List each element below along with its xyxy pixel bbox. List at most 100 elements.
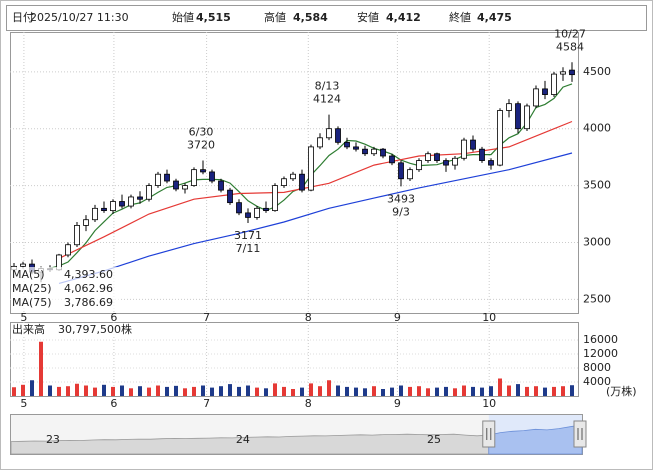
volume-bar	[417, 386, 421, 396]
candle-body	[533, 88, 539, 107]
candle-body	[137, 196, 143, 200]
volume-bar	[282, 386, 286, 396]
volume-bar	[192, 386, 196, 396]
volume-bar	[345, 386, 349, 396]
volume-bar	[363, 388, 367, 396]
volume-bar	[561, 386, 565, 396]
navigator-handle[interactable]	[482, 420, 496, 448]
candle-body	[191, 169, 197, 186]
x-tick-label: 6	[110, 311, 117, 324]
candle-body	[308, 146, 314, 191]
volume-bar	[426, 388, 430, 396]
volume-bar	[120, 385, 124, 396]
candle-body	[398, 162, 404, 180]
volume-bar	[201, 385, 205, 396]
volume-bar	[255, 387, 259, 396]
candle-body	[92, 207, 98, 221]
candle-body	[299, 173, 305, 191]
annotation-date: 8/13	[315, 80, 340, 93]
navigator-tick-label: 25	[427, 433, 441, 446]
x-tick-label: 9	[394, 397, 401, 410]
annotation-value: 3493	[387, 192, 415, 205]
candle-body	[182, 185, 188, 190]
volume-label: 出来高	[12, 322, 45, 336]
candle-body	[245, 212, 251, 218]
candle-body	[434, 153, 440, 161]
volume-panel	[10, 322, 579, 397]
volume-bar	[507, 385, 511, 396]
annotation-value: 4584	[556, 40, 584, 53]
annotation-date: 9/3	[392, 205, 410, 218]
annotation-value: 3720	[187, 139, 215, 152]
volume-bar	[147, 387, 151, 396]
y-tick-label: 12000	[583, 347, 618, 360]
candle-body	[515, 103, 521, 130]
volume-bar	[111, 386, 115, 396]
candle-body	[236, 202, 242, 214]
candle-body	[20, 263, 26, 267]
x-tick-label: 8	[305, 397, 312, 410]
volume-label-box	[11, 323, 139, 336]
volume-bar	[390, 387, 394, 396]
volume-bar	[480, 387, 484, 396]
volume-bar	[84, 385, 88, 396]
candle-body	[551, 73, 557, 95]
volume-bar	[129, 388, 133, 396]
candle-body	[281, 178, 287, 186]
candle-body	[155, 173, 161, 186]
candle-body	[263, 207, 269, 212]
volume-bar	[354, 387, 358, 396]
volume-bar	[570, 385, 574, 396]
volume-bar	[156, 385, 160, 396]
annotation-date: 7/11	[236, 242, 261, 255]
field-label: 高値	[264, 10, 286, 24]
y-tick-label: 16000	[583, 333, 618, 346]
candle-body	[389, 155, 395, 164]
x-tick-label: 10	[482, 311, 496, 324]
legend-value: 3,786.69	[64, 296, 113, 309]
y-tick-label: 4000	[583, 122, 611, 135]
volume-bar	[399, 385, 403, 396]
navigator-handle[interactable]	[573, 420, 587, 448]
legend-box	[11, 267, 119, 310]
volume-bar	[183, 388, 187, 396]
legend-value: 4,062.96	[64, 282, 113, 295]
x-tick-label: 8	[305, 311, 312, 324]
volume-bar	[273, 383, 277, 396]
volume-bar	[552, 386, 556, 396]
volume-bar	[489, 386, 493, 396]
volume-bar	[516, 384, 520, 396]
candle-body	[335, 128, 341, 143]
y-tick-label: 4000	[583, 375, 611, 388]
volume-bar	[408, 386, 412, 396]
volume-bar	[300, 387, 304, 396]
field-label: 安値	[357, 10, 379, 24]
candle-body	[344, 141, 350, 148]
volume-bar	[435, 387, 439, 396]
y-tick-label: 4500	[583, 65, 611, 78]
candle-body	[254, 207, 260, 218]
candle-body	[461, 139, 467, 159]
candle-body	[110, 201, 116, 212]
candle-body	[524, 105, 530, 130]
volume-bar	[246, 385, 250, 396]
y-tick-label: 3000	[583, 235, 611, 248]
volume-bar	[309, 383, 313, 396]
candle-body	[362, 148, 368, 155]
field-label: 日付	[12, 11, 34, 24]
candle-body	[569, 69, 575, 76]
candle-body	[119, 201, 125, 207]
legend-name: MA(75)	[12, 296, 52, 309]
x-tick-label: 9	[394, 311, 401, 324]
annotation-value: 3171	[234, 229, 262, 242]
y-tick-label: 2500	[583, 292, 611, 305]
volume-bar	[264, 388, 268, 396]
annotation-date: 10/27	[554, 27, 586, 40]
x-tick-label: 7	[203, 397, 210, 410]
volume-bar	[336, 385, 340, 396]
volume-bar	[30, 380, 34, 396]
volume-bar	[543, 387, 547, 396]
volume-bar	[534, 386, 538, 396]
volume-bar	[381, 389, 385, 396]
volume-bar	[525, 386, 529, 396]
